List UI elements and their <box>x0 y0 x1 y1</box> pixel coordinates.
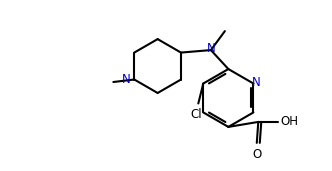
Text: N: N <box>207 42 215 55</box>
Text: O: O <box>252 148 261 161</box>
Text: OH: OH <box>280 115 298 128</box>
Text: Cl: Cl <box>191 108 202 121</box>
Text: N: N <box>252 76 261 89</box>
Text: N: N <box>122 73 131 86</box>
